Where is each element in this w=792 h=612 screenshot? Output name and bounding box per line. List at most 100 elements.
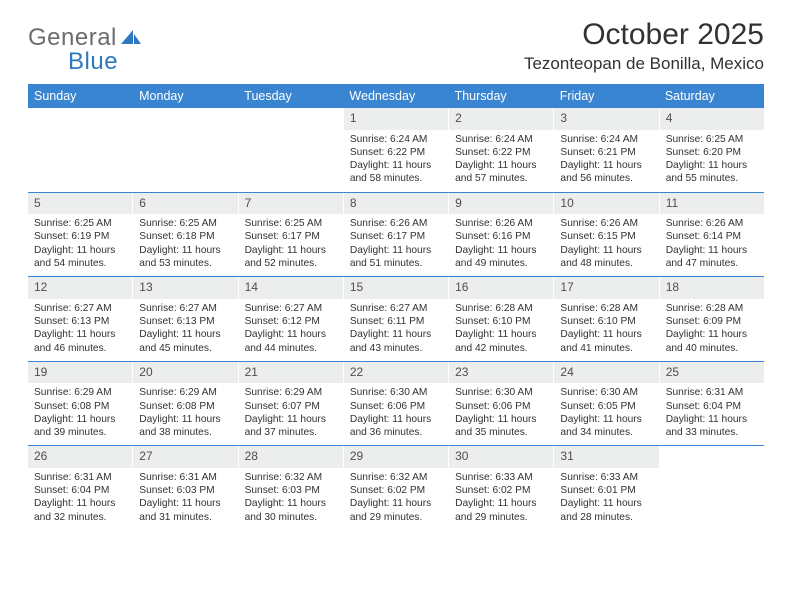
daylight-text: Daylight: 11 hours and 30 minutes. <box>245 497 337 524</box>
sunset-text: Sunset: 6:13 PM <box>139 315 231 328</box>
sunset-text: Sunset: 6:03 PM <box>245 484 337 497</box>
sunrise-text: Sunrise: 6:26 AM <box>350 217 442 230</box>
day-body <box>133 130 237 139</box>
weekday-header-row: Sunday Monday Tuesday Wednesday Thursday… <box>28 84 764 108</box>
sunset-text: Sunset: 6:06 PM <box>350 400 442 413</box>
day-body: Sunrise: 6:26 AMSunset: 6:14 PMDaylight:… <box>660 214 764 276</box>
calendar: Sunday Monday Tuesday Wednesday Thursday… <box>28 84 764 530</box>
day-cell: 16Sunrise: 6:28 AMSunset: 6:10 PMDayligh… <box>449 277 554 361</box>
day-body: Sunrise: 6:31 AMSunset: 6:04 PMDaylight:… <box>28 468 132 530</box>
daylight-text: Daylight: 11 hours and 43 minutes. <box>350 328 442 355</box>
sunset-text: Sunset: 6:11 PM <box>350 315 442 328</box>
sunset-text: Sunset: 6:18 PM <box>139 230 231 243</box>
sunrise-text: Sunrise: 6:32 AM <box>350 471 442 484</box>
sunset-text: Sunset: 6:19 PM <box>34 230 126 243</box>
sunrise-text: Sunrise: 6:30 AM <box>560 386 652 399</box>
sunset-text: Sunset: 6:16 PM <box>455 230 547 243</box>
day-body: Sunrise: 6:31 AMSunset: 6:03 PMDaylight:… <box>133 468 237 530</box>
day-cell: 11Sunrise: 6:26 AMSunset: 6:14 PMDayligh… <box>660 193 764 277</box>
daylight-text: Daylight: 11 hours and 41 minutes. <box>560 328 652 355</box>
sunset-text: Sunset: 6:06 PM <box>455 400 547 413</box>
day-cell: 12Sunrise: 6:27 AMSunset: 6:13 PMDayligh… <box>28 277 133 361</box>
day-number: 15 <box>344 277 448 299</box>
day-body: Sunrise: 6:28 AMSunset: 6:10 PMDaylight:… <box>554 299 658 361</box>
weekday-thu: Thursday <box>449 84 554 108</box>
day-cell: 7Sunrise: 6:25 AMSunset: 6:17 PMDaylight… <box>239 193 344 277</box>
day-cell: 13Sunrise: 6:27 AMSunset: 6:13 PMDayligh… <box>133 277 238 361</box>
day-number: 6 <box>133 193 237 215</box>
day-cell: 2Sunrise: 6:24 AMSunset: 6:22 PMDaylight… <box>449 108 554 192</box>
daylight-text: Daylight: 11 hours and 37 minutes. <box>245 413 337 440</box>
day-number: 13 <box>133 277 237 299</box>
day-cell: 22Sunrise: 6:30 AMSunset: 6:06 PMDayligh… <box>344 362 449 446</box>
daylight-text: Daylight: 11 hours and 47 minutes. <box>666 244 758 271</box>
daylight-text: Daylight: 11 hours and 31 minutes. <box>139 497 231 524</box>
day-cell: 27Sunrise: 6:31 AMSunset: 6:03 PMDayligh… <box>133 446 238 530</box>
day-number: 29 <box>344 446 448 468</box>
sunrise-text: Sunrise: 6:30 AM <box>350 386 442 399</box>
week-row: 26Sunrise: 6:31 AMSunset: 6:04 PMDayligh… <box>28 445 764 530</box>
sunset-text: Sunset: 6:14 PM <box>666 230 758 243</box>
day-body: Sunrise: 6:29 AMSunset: 6:08 PMDaylight:… <box>133 383 237 445</box>
sunset-text: Sunset: 6:17 PM <box>350 230 442 243</box>
weekday-tue: Tuesday <box>238 84 343 108</box>
day-number: 28 <box>239 446 343 468</box>
day-number: 19 <box>28 362 132 384</box>
weekday-wed: Wednesday <box>343 84 448 108</box>
day-number: 18 <box>660 277 764 299</box>
day-cell: 1Sunrise: 6:24 AMSunset: 6:22 PMDaylight… <box>344 108 449 192</box>
day-number: 31 <box>554 446 658 468</box>
day-number: 26 <box>28 446 132 468</box>
logo: General Blue <box>28 24 143 52</box>
daylight-text: Daylight: 11 hours and 58 minutes. <box>350 159 442 186</box>
location: Tezonteopan de Bonilla, Mexico <box>524 54 764 74</box>
day-body: Sunrise: 6:25 AMSunset: 6:19 PMDaylight:… <box>28 214 132 276</box>
day-body: Sunrise: 6:29 AMSunset: 6:07 PMDaylight:… <box>239 383 343 445</box>
weekday-mon: Monday <box>133 84 238 108</box>
day-number: 5 <box>28 193 132 215</box>
sunset-text: Sunset: 6:13 PM <box>34 315 126 328</box>
day-body: Sunrise: 6:25 AMSunset: 6:20 PMDaylight:… <box>660 130 764 192</box>
sunset-text: Sunset: 6:20 PM <box>666 146 758 159</box>
day-number <box>133 108 237 130</box>
day-number: 4 <box>660 108 764 130</box>
daylight-text: Daylight: 11 hours and 36 minutes. <box>350 413 442 440</box>
day-body: Sunrise: 6:26 AMSunset: 6:17 PMDaylight:… <box>344 214 448 276</box>
daylight-text: Daylight: 11 hours and 38 minutes. <box>139 413 231 440</box>
day-number: 14 <box>239 277 343 299</box>
day-cell: 15Sunrise: 6:27 AMSunset: 6:11 PMDayligh… <box>344 277 449 361</box>
day-body: Sunrise: 6:24 AMSunset: 6:22 PMDaylight:… <box>344 130 448 192</box>
sunset-text: Sunset: 6:10 PM <box>560 315 652 328</box>
daylight-text: Daylight: 11 hours and 44 minutes. <box>245 328 337 355</box>
day-body: Sunrise: 6:32 AMSunset: 6:02 PMDaylight:… <box>344 468 448 530</box>
daylight-text: Daylight: 11 hours and 49 minutes. <box>455 244 547 271</box>
sunset-text: Sunset: 6:04 PM <box>666 400 758 413</box>
day-number: 9 <box>449 193 553 215</box>
day-body <box>660 468 764 477</box>
sunrise-text: Sunrise: 6:29 AM <box>139 386 231 399</box>
sunset-text: Sunset: 6:05 PM <box>560 400 652 413</box>
sunset-text: Sunset: 6:17 PM <box>245 230 337 243</box>
weeks-container: 1Sunrise: 6:24 AMSunset: 6:22 PMDaylight… <box>28 108 764 530</box>
day-body <box>239 130 343 139</box>
daylight-text: Daylight: 11 hours and 48 minutes. <box>560 244 652 271</box>
daylight-text: Daylight: 11 hours and 35 minutes. <box>455 413 547 440</box>
day-number: 8 <box>344 193 448 215</box>
day-cell: 29Sunrise: 6:32 AMSunset: 6:02 PMDayligh… <box>344 446 449 530</box>
sunset-text: Sunset: 6:08 PM <box>139 400 231 413</box>
day-cell: 21Sunrise: 6:29 AMSunset: 6:07 PMDayligh… <box>239 362 344 446</box>
day-cell <box>133 108 238 192</box>
daylight-text: Daylight: 11 hours and 53 minutes. <box>139 244 231 271</box>
day-cell <box>660 446 764 530</box>
title-block: October 2025 Tezonteopan de Bonilla, Mex… <box>524 18 764 74</box>
week-row: 12Sunrise: 6:27 AMSunset: 6:13 PMDayligh… <box>28 276 764 361</box>
sunrise-text: Sunrise: 6:26 AM <box>560 217 652 230</box>
day-body: Sunrise: 6:28 AMSunset: 6:10 PMDaylight:… <box>449 299 553 361</box>
sunrise-text: Sunrise: 6:24 AM <box>350 133 442 146</box>
sunrise-text: Sunrise: 6:25 AM <box>666 133 758 146</box>
day-number: 1 <box>344 108 448 130</box>
day-cell <box>239 108 344 192</box>
daylight-text: Daylight: 11 hours and 33 minutes. <box>666 413 758 440</box>
sunrise-text: Sunrise: 6:27 AM <box>245 302 337 315</box>
daylight-text: Daylight: 11 hours and 46 minutes. <box>34 328 126 355</box>
